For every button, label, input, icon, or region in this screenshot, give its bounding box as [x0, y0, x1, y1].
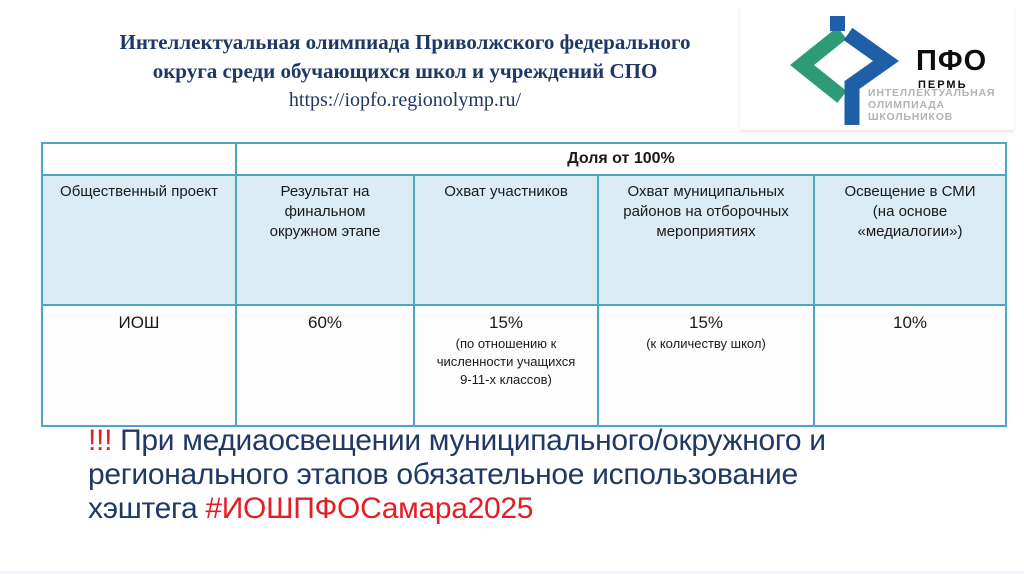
slide-title: Интеллектуальная олимпиада Приволжского … — [55, 28, 755, 115]
value-districts: 15% — [688, 313, 724, 332]
column-header-districts: Охват муниципальных районов на отборочны… — [597, 174, 815, 306]
media-hashtag-notice: !!! При медиаосвещении муниципального/ок… — [88, 424, 988, 526]
olympiad-url-link[interactable]: https://iopfo.regionolymp.ru/ — [288, 89, 522, 111]
value-cell: 60% — [235, 304, 415, 427]
value-media: 10% — [892, 313, 928, 332]
value-note: (к количеству школ) — [646, 336, 766, 351]
merged-header-label: Доля от 100% — [567, 150, 675, 167]
value-cell: 10% — [813, 304, 1007, 427]
kpi-share-table: Доля от 100% Общественный проект Результ… — [41, 142, 1007, 427]
pfo-logo-card: ПФО ПЕРМЬ ИНТЕЛЛЕКТУАЛЬНАЯ ОЛИМПИАДА ШКО… — [740, 5, 1014, 130]
project-name: ИОШ — [118, 313, 160, 332]
column-header-participants: Охват участников — [413, 174, 599, 306]
value-final-result: 60% — [307, 313, 343, 332]
notice-text-3: хэштега — [88, 492, 198, 525]
value-cell: 15% (к количеству школ) — [597, 304, 815, 427]
notice-line-1: !!! При медиаосвещении муниципального/ок… — [88, 424, 988, 458]
table-row: Доля от 100% — [41, 142, 1007, 176]
notice-hashtag: #ИОШПФОСамара2025 — [205, 492, 534, 525]
notice-text-1: При медиаосвещении муниципального/окружн… — [120, 424, 826, 457]
title-line-2: округа среди обучающихся школ и учрежден… — [152, 59, 658, 83]
column-header-project: Общественный проект — [41, 174, 237, 306]
logo-caption-line: ОЛИМПИАДА — [868, 99, 945, 111]
value-cell: 15% (по отношению к численности учащихся… — [413, 304, 599, 427]
logo-city-text: ПЕРМЬ — [918, 79, 968, 91]
notice-text-2: регионального этапов обязательное исполь… — [88, 458, 798, 491]
value-participants: 15% — [488, 313, 524, 332]
logo-abbr-text: ПФО — [916, 45, 988, 77]
table-header-row: Общественный проект Результат на финальн… — [41, 174, 1007, 306]
notice-exclamation: !!! — [88, 424, 113, 457]
merged-header-cell: Доля от 100% — [235, 142, 1007, 176]
notice-line-2: регионального этапов обязательное исполь… — [88, 458, 988, 492]
logo-caption: ИНТЕЛЛЕКТУАЛЬНАЯ ОЛИМПИАДА ШКОЛЬНИКОВ — [868, 87, 995, 123]
column-header-media: Освещение в СМИ (на основе «медиалогии») — [813, 174, 1007, 306]
title-line-1: Интеллектуальная олимпиада Приволжского … — [119, 30, 691, 54]
column-header-final-result: Результат на финальном окружном этапе — [235, 174, 415, 306]
olympiad-brackets-icon — [790, 16, 899, 125]
logo-caption-line: ШКОЛЬНИКОВ — [868, 111, 954, 123]
empty-corner-cell — [41, 142, 237, 176]
row-header-cell: ИОШ — [41, 304, 237, 427]
table-row: ИОШ 60% 15% (по отношению к численности … — [41, 304, 1007, 427]
slide-bottom-edge — [0, 571, 1024, 574]
notice-line-3: хэштега #ИОШПФОСамара2025 — [88, 492, 988, 526]
value-note: (по отношению к численности учащихся 9-1… — [436, 336, 576, 387]
logo-caption-line: ИНТЕЛЛЕКТУАЛЬНАЯ — [868, 87, 996, 99]
